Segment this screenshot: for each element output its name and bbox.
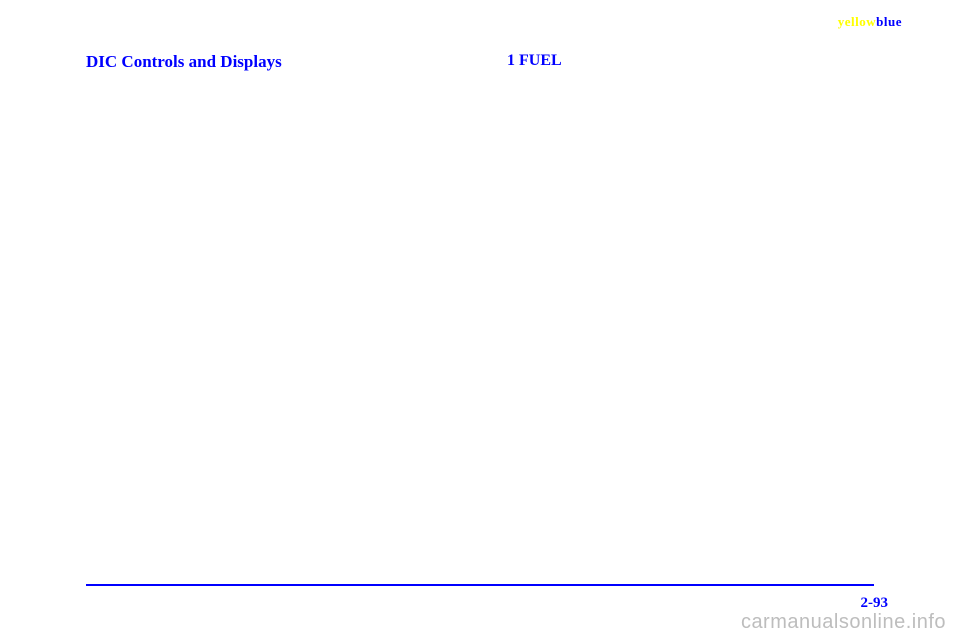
- left-column: DIC Controls and Displays: [86, 52, 453, 72]
- watermark: carmanualsonline.info: [741, 611, 946, 634]
- header-color-mark: yellowblue: [838, 14, 902, 30]
- manual-page: yellowblue DIC Controls and Displays 1 F…: [0, 0, 960, 640]
- page-number: 2-93: [861, 595, 889, 612]
- footer-rule: [86, 584, 874, 586]
- right-heading: 1 FUEL: [507, 52, 874, 70]
- header-blue-text: blue: [876, 14, 902, 29]
- content-columns: DIC Controls and Displays 1 FUEL: [86, 52, 874, 72]
- right-column: 1 FUEL: [507, 52, 874, 72]
- left-heading: DIC Controls and Displays: [86, 52, 453, 72]
- header-yellow-text: yellow: [838, 14, 876, 29]
